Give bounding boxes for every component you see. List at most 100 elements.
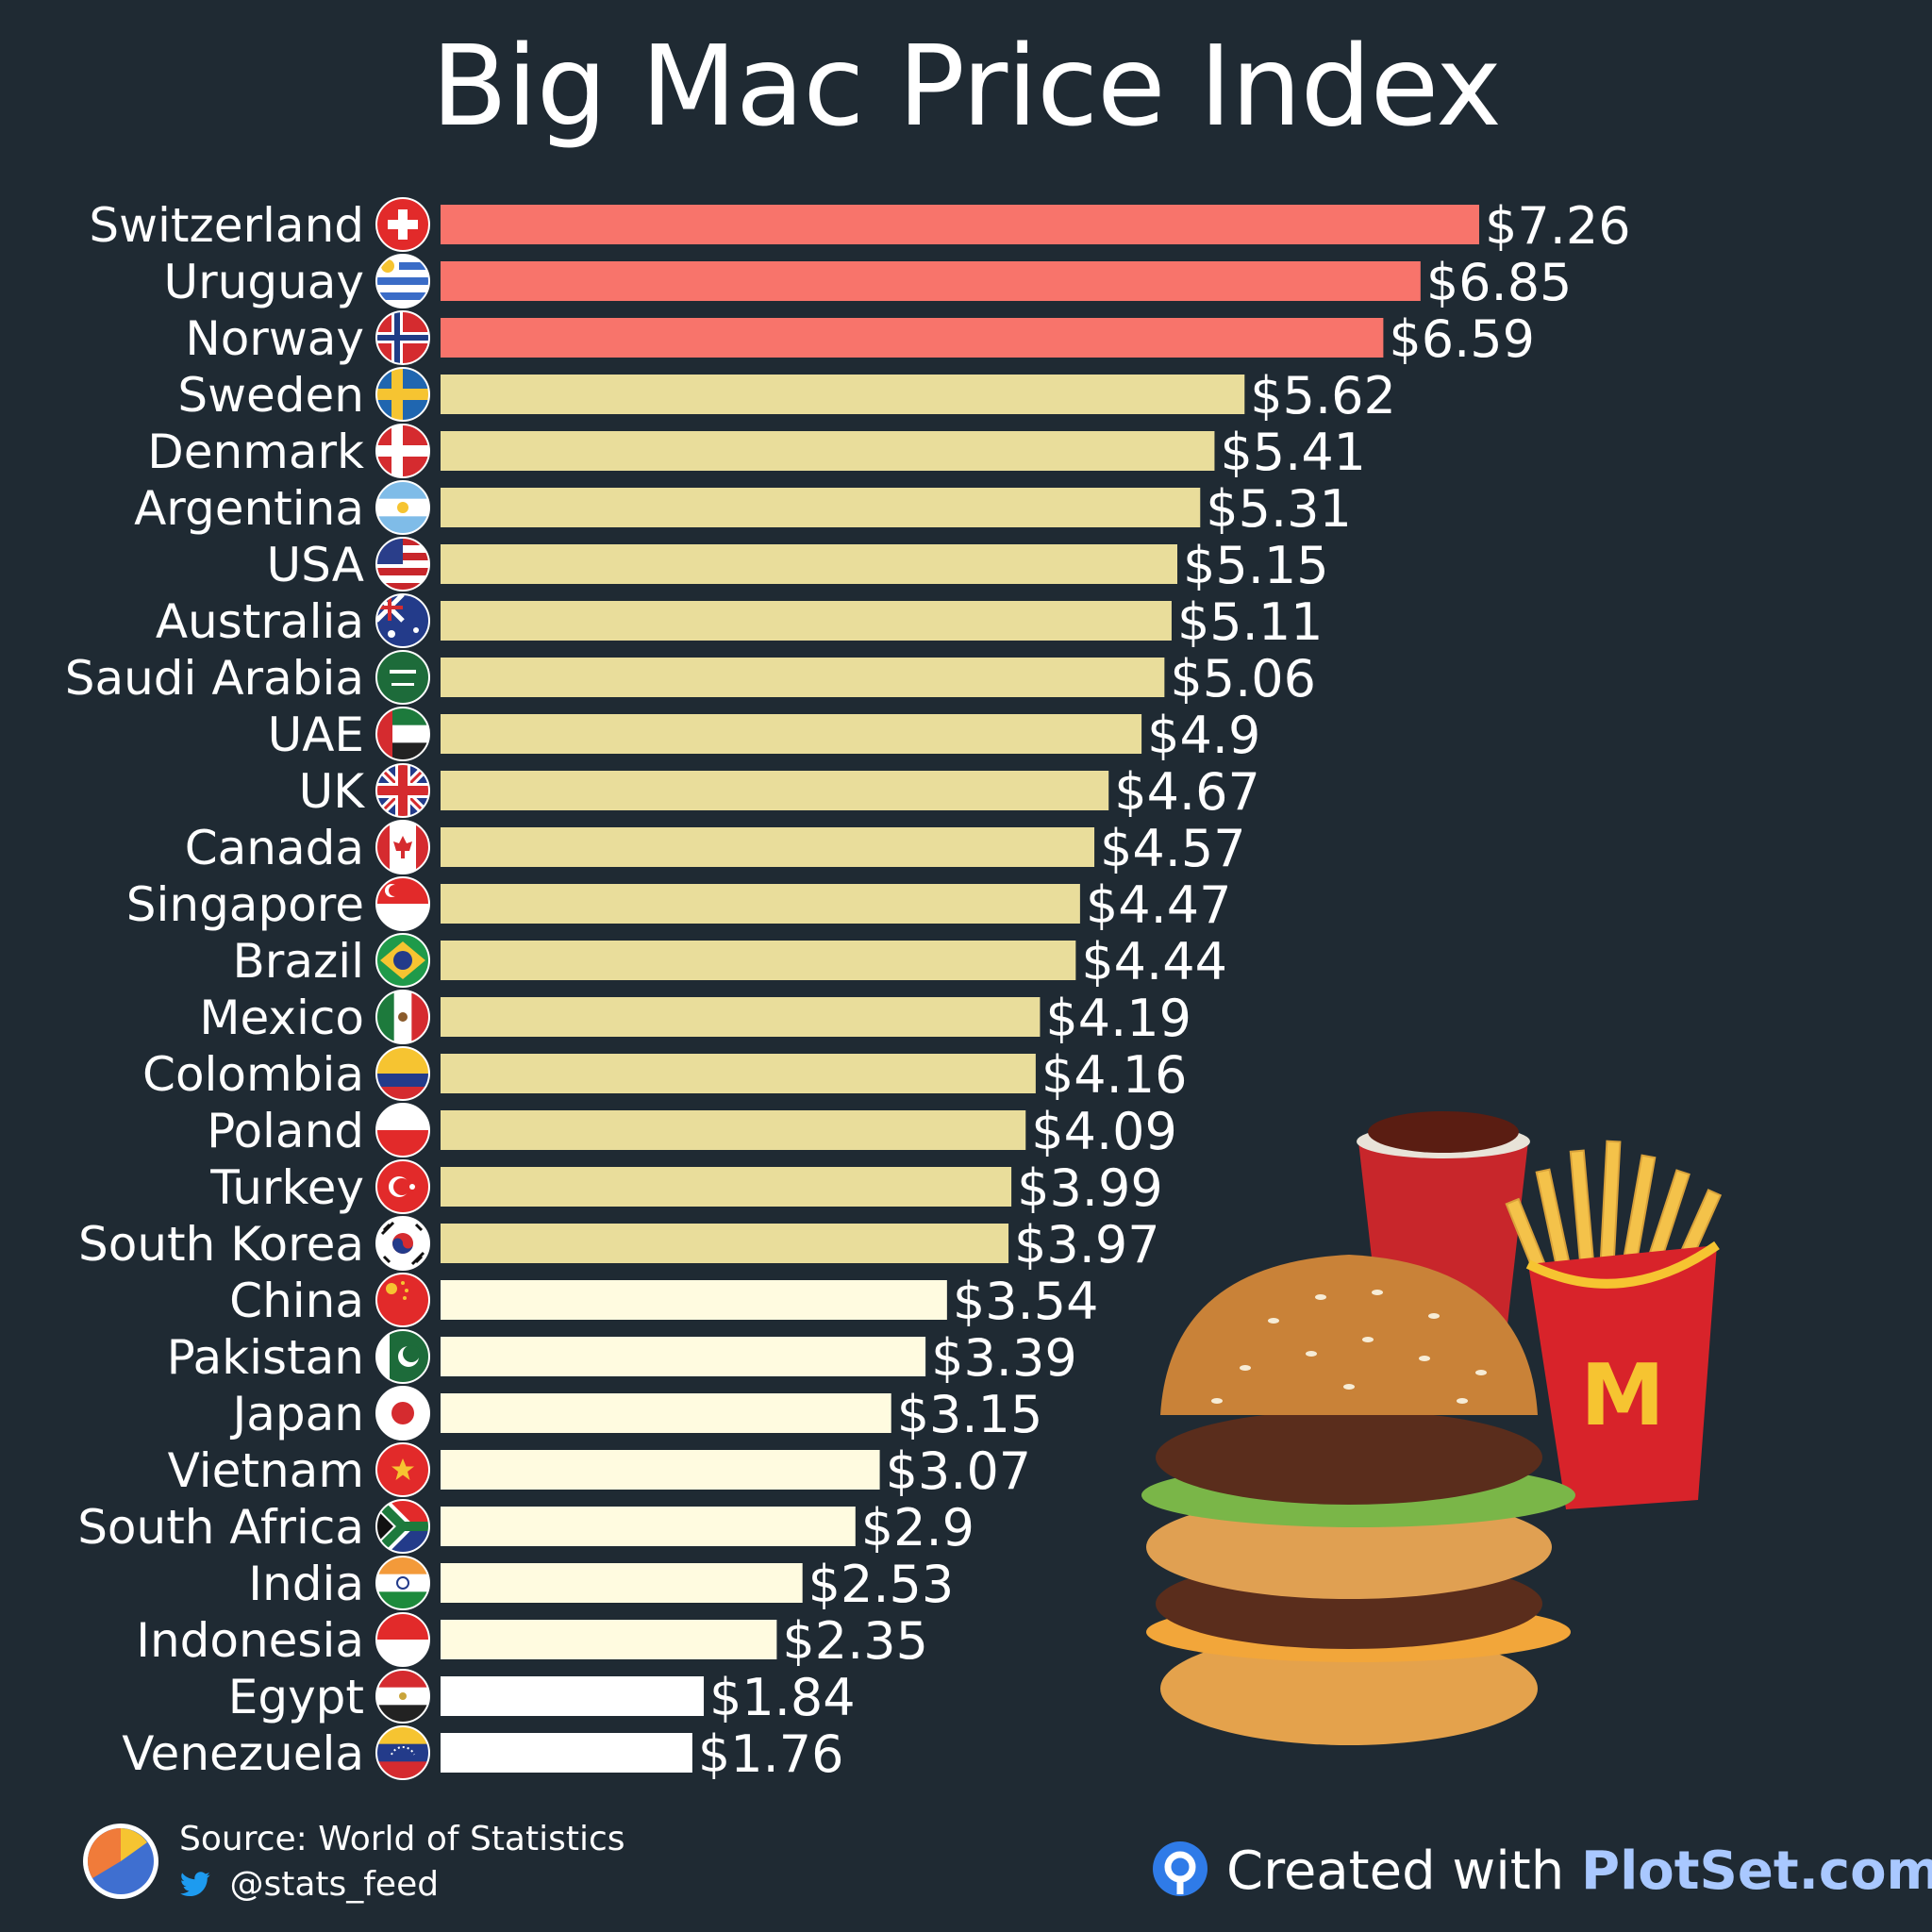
usa-flag-icon bbox=[375, 537, 430, 591]
country-label: Japan bbox=[230, 1387, 364, 1441]
bar bbox=[441, 1676, 705, 1716]
india-flag-icon bbox=[375, 1556, 430, 1610]
bar bbox=[441, 1507, 856, 1546]
country-label: Indonesia bbox=[136, 1613, 364, 1668]
egypt-flag-icon bbox=[375, 1669, 430, 1724]
value-label: $3.15 bbox=[897, 1385, 1043, 1444]
big-mac-meal-illustration: M bbox=[1141, 1111, 1723, 1745]
country-label: Canada bbox=[185, 821, 364, 875]
switzerland-flag-icon bbox=[375, 197, 430, 252]
svg-text:M: M bbox=[1580, 1346, 1665, 1445]
country-label: Venezuela bbox=[122, 1726, 364, 1781]
country-label: Poland bbox=[207, 1104, 364, 1158]
indonesia-flag-icon bbox=[375, 1612, 430, 1667]
sweden-flag-icon bbox=[375, 367, 430, 422]
norway-flag-icon bbox=[375, 310, 430, 365]
country-label: India bbox=[248, 1557, 364, 1611]
bar bbox=[441, 375, 1245, 414]
country-label: Switzerland bbox=[89, 198, 364, 253]
pakistan-flag-icon bbox=[375, 1329, 430, 1384]
plotset-credit[interactable]: Created with PlotSet.com bbox=[1151, 1840, 1932, 1902]
country-label: Pakistan bbox=[167, 1330, 364, 1385]
source-text: Source: World of Statistics bbox=[179, 1820, 625, 1858]
mexico-flag-icon bbox=[375, 990, 430, 1044]
value-label: $7.26 bbox=[1485, 196, 1631, 256]
value-label: $6.59 bbox=[1389, 309, 1535, 369]
argentina-flag-icon bbox=[375, 480, 430, 535]
south-korea-flag-icon bbox=[375, 1216, 430, 1271]
turkey-flag-icon bbox=[375, 1159, 430, 1214]
country-label: Sweden bbox=[177, 368, 364, 423]
bar bbox=[441, 488, 1201, 527]
value-label: $4.57 bbox=[1100, 819, 1246, 878]
bar bbox=[441, 1450, 880, 1490]
bar bbox=[441, 771, 1109, 810]
bar bbox=[441, 658, 1165, 697]
value-label: $4.09 bbox=[1031, 1102, 1177, 1161]
credit-prefix: Created with bbox=[1226, 1840, 1582, 1902]
value-label: $5.41 bbox=[1220, 423, 1366, 482]
burger-icon bbox=[1141, 1255, 1575, 1745]
bar bbox=[441, 1280, 947, 1320]
poland-flag-icon bbox=[375, 1103, 430, 1158]
value-label: $4.67 bbox=[1114, 762, 1260, 822]
plotset-logo-icon bbox=[1153, 1841, 1208, 1896]
value-label: $2.53 bbox=[808, 1555, 955, 1614]
chart-title: Big Mac Price Index bbox=[431, 21, 1502, 151]
country-label: USA bbox=[267, 538, 364, 592]
value-label: $3.97 bbox=[1014, 1215, 1160, 1274]
value-label: $3.39 bbox=[931, 1328, 1077, 1388]
south-africa-flag-icon bbox=[375, 1499, 430, 1554]
bar bbox=[441, 1224, 1009, 1263]
country-label: South Africa bbox=[77, 1500, 364, 1555]
country-label: UAE bbox=[268, 708, 364, 762]
value-label: $5.06 bbox=[1170, 649, 1316, 708]
colombia-flag-icon bbox=[375, 1046, 430, 1101]
country-label: South Korea bbox=[78, 1217, 364, 1272]
value-label: $5.62 bbox=[1250, 366, 1396, 425]
value-label: $1.76 bbox=[698, 1724, 844, 1784]
brazil-flag-icon bbox=[375, 933, 430, 988]
bar bbox=[441, 544, 1178, 584]
value-label: $4.47 bbox=[1086, 875, 1232, 935]
bar bbox=[441, 997, 1041, 1037]
twitter-handle-row[interactable]: @stats_feed bbox=[179, 1865, 439, 1904]
singapore-flag-icon bbox=[375, 876, 430, 931]
country-label: China bbox=[229, 1274, 364, 1328]
country-label: Saudi Arabia bbox=[65, 651, 364, 706]
bar bbox=[441, 431, 1215, 471]
value-label: $5.31 bbox=[1206, 479, 1352, 539]
country-label: Vietnam bbox=[168, 1443, 364, 1498]
bar-chart: Switzerland $7.26 Uruguay $6.85 Norway $6.59 S… bbox=[65, 196, 1631, 1784]
country-label: Egypt bbox=[228, 1670, 364, 1724]
country-label: Turkey bbox=[209, 1160, 364, 1215]
uruguay-flag-icon bbox=[375, 254, 430, 308]
country-label: Mexico bbox=[199, 991, 364, 1045]
pie-logo-icon bbox=[83, 1824, 158, 1899]
country-label: Norway bbox=[185, 311, 364, 366]
credit-brand: PlotSet.com bbox=[1581, 1840, 1932, 1902]
value-label: $3.54 bbox=[953, 1272, 1099, 1331]
value-label: $2.35 bbox=[782, 1611, 928, 1671]
country-label: Argentina bbox=[134, 481, 364, 536]
value-label: $3.07 bbox=[886, 1441, 1032, 1501]
country-label: Uruguay bbox=[164, 255, 365, 309]
value-label: $2.9 bbox=[861, 1498, 974, 1557]
country-label: Denmark bbox=[147, 425, 364, 479]
bar bbox=[441, 941, 1076, 980]
bar bbox=[441, 1733, 692, 1773]
denmark-flag-icon bbox=[375, 424, 430, 478]
bar bbox=[441, 601, 1172, 641]
bar bbox=[441, 884, 1080, 924]
bar bbox=[441, 318, 1384, 358]
fries-icon: M bbox=[1505, 1140, 1723, 1509]
australia-flag-icon bbox=[375, 593, 430, 648]
bar bbox=[441, 1337, 926, 1376]
value-label: $4.19 bbox=[1045, 989, 1191, 1048]
value-label: $6.85 bbox=[1426, 253, 1573, 312]
value-label: $4.16 bbox=[1041, 1045, 1188, 1105]
value-label: $3.99 bbox=[1017, 1158, 1163, 1218]
canada-flag-icon bbox=[375, 820, 430, 874]
bar bbox=[441, 1054, 1036, 1093]
value-label: $5.11 bbox=[1177, 592, 1324, 652]
